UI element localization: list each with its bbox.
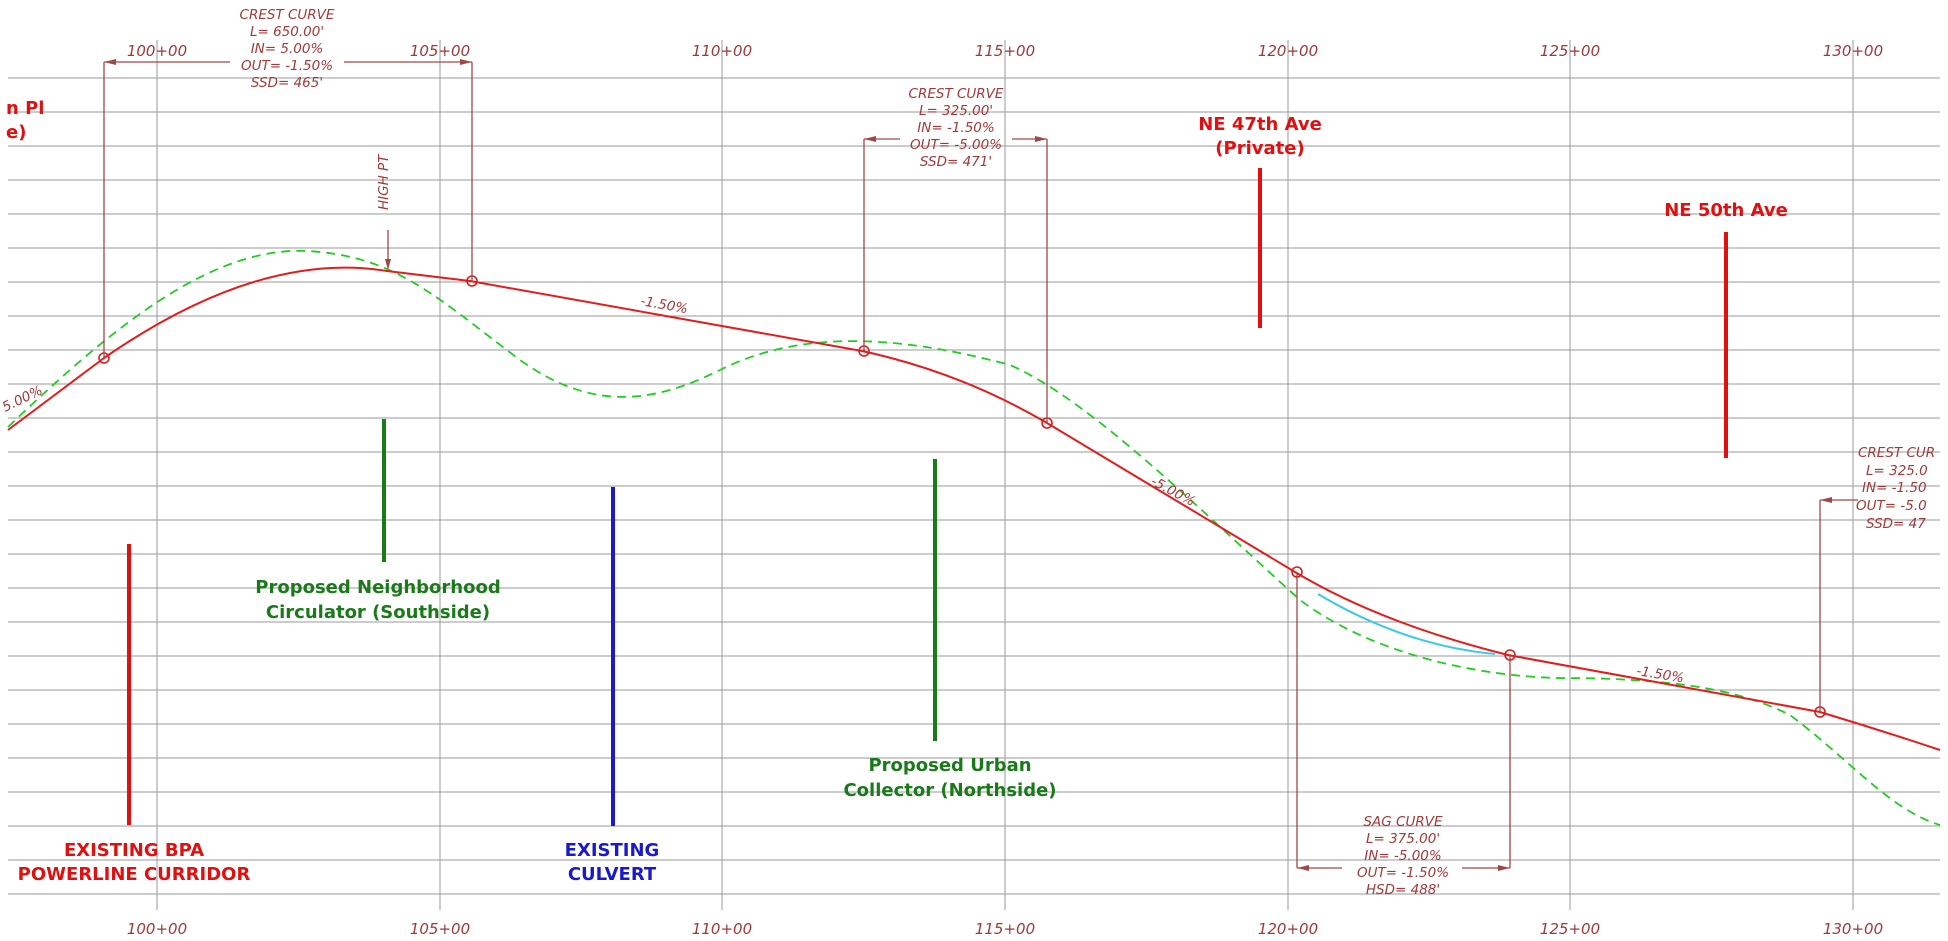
station-label-bottom: 120+00 <box>1258 920 1318 936</box>
culvert-label: EXISTING <box>565 840 660 861</box>
station-label-bottom: 100+00 <box>127 920 187 936</box>
grade-label: 5.00% <box>0 382 45 415</box>
station-label-bottom: 130+00 <box>1823 920 1883 936</box>
circulator-label: Circulator (Southside) <box>266 602 490 623</box>
vertical-grid <box>156 40 1854 910</box>
existing-ground-line <box>7 249 1941 826</box>
crest-curve-1-line: OUT= -1.50% <box>241 58 333 74</box>
ne47-label: NE 47th Ave <box>1198 114 1322 135</box>
station-labels-bottom: 100+00 105+00 110+00 115+00 120+00 125+0… <box>127 920 1883 938</box>
station-label-top: 130+00 <box>1823 42 1883 60</box>
cut-label-line: n Pl <box>6 98 44 119</box>
sag-curve-line: SAG CURVE <box>1363 814 1442 830</box>
station-label-top: 120+00 <box>1258 42 1318 60</box>
crest-curve-3-line: SSD= 47 <box>1866 516 1926 532</box>
grade-label: -1.50% <box>639 293 689 317</box>
culvert-label: CULVERT <box>568 864 657 885</box>
road-labels: n Pl e) NE 47th Ave (Private) NE 50th Av… <box>6 98 1788 885</box>
station-label-bottom: 125+00 <box>1540 920 1600 936</box>
crest-curve-2-line: IN= -1.50% <box>917 120 994 136</box>
station-label-top: 125+00 <box>1540 42 1600 60</box>
station-label-bottom: 115+00 <box>975 920 1035 936</box>
crest-curve-3-line: CREST CUR <box>1858 445 1935 461</box>
sag-curve-line: L= 375.00' <box>1366 831 1440 847</box>
station-label-bottom: 110+00 <box>692 920 752 936</box>
crest-curve-1-line: L= 650.00' <box>250 24 324 40</box>
proposed-profile-line <box>7 266 1941 751</box>
cut-label-line: e) <box>6 122 26 143</box>
bpa-label: POWERLINE CURRIDOR <box>18 864 251 885</box>
crest-curve-3-annotation: CREST CUR L= 325.0 IN= -1.50 OUT= -5.0 S… <box>1819 445 1935 712</box>
crest-curve-2-line: SSD= 471' <box>920 154 992 170</box>
station-labels-top: 100+00 105+00 110+00 115+00 120+00 125+0… <box>127 42 1883 60</box>
high-point-label: HIGH PT <box>376 153 392 210</box>
crest-curve-3-line: L= 325.0 <box>1866 463 1928 479</box>
crest-curve-2-line: CREST CURVE <box>909 86 1004 102</box>
crest-curve-2-line: OUT= -5.00% <box>910 137 1002 153</box>
sag-curve-line: IN= -5.00% <box>1364 848 1441 864</box>
collector-label: Proposed Urban <box>868 755 1031 776</box>
circulator-label: Proposed Neighborhood <box>255 577 500 598</box>
sag-curve-line: OUT= -1.50% <box>1357 865 1449 881</box>
grade-label: -5.00% <box>1148 473 1198 510</box>
grade-label: -1.50% <box>1635 663 1685 686</box>
crest-curve-1-annotation: HIGH PT CREST CURVE L= 650.00' IN= 5.00%… <box>103 7 473 358</box>
crest-curve-1-line: SSD= 465' <box>251 75 323 91</box>
crest-curve-1-line: CREST CURVE <box>240 7 335 23</box>
sag-curve-line: HSD= 488' <box>1366 882 1440 898</box>
crest-curve-2-line: L= 325.00' <box>919 103 993 119</box>
station-label-top: 110+00 <box>692 42 752 60</box>
crest-curve-3-line: OUT= -5.0 <box>1856 498 1927 514</box>
alternate-sag-curve <box>1317 593 1496 655</box>
sag-curve-annotation: SAG CURVE L= 375.00' IN= -5.00% OUT= -1.… <box>1296 572 1511 898</box>
crest-curve-2-annotation: CREST CURVE L= 325.00' IN= -1.50% OUT= -… <box>863 86 1048 423</box>
station-label-top: 100+00 <box>127 42 187 60</box>
grade-labels: 5.00% -1.50% -5.00% -1.50% <box>0 293 1685 686</box>
curve-points <box>98 275 1826 718</box>
station-label-top: 105+00 <box>410 42 470 60</box>
crest-curve-1-line: IN= 5.00% <box>251 41 324 57</box>
collector-label: Collector (Northside) <box>843 780 1056 801</box>
bpa-label: EXISTING BPA <box>64 840 204 861</box>
station-label-top: 115+00 <box>975 42 1035 60</box>
ne47-label: (Private) <box>1215 138 1304 159</box>
station-label-bottom: 105+00 <box>410 920 470 936</box>
crest-curve-3-line: IN= -1.50 <box>1862 480 1927 496</box>
horizontal-grid <box>8 77 1940 895</box>
ne50-label: NE 50th Ave <box>1664 200 1788 221</box>
marker-bars <box>127 168 1728 826</box>
